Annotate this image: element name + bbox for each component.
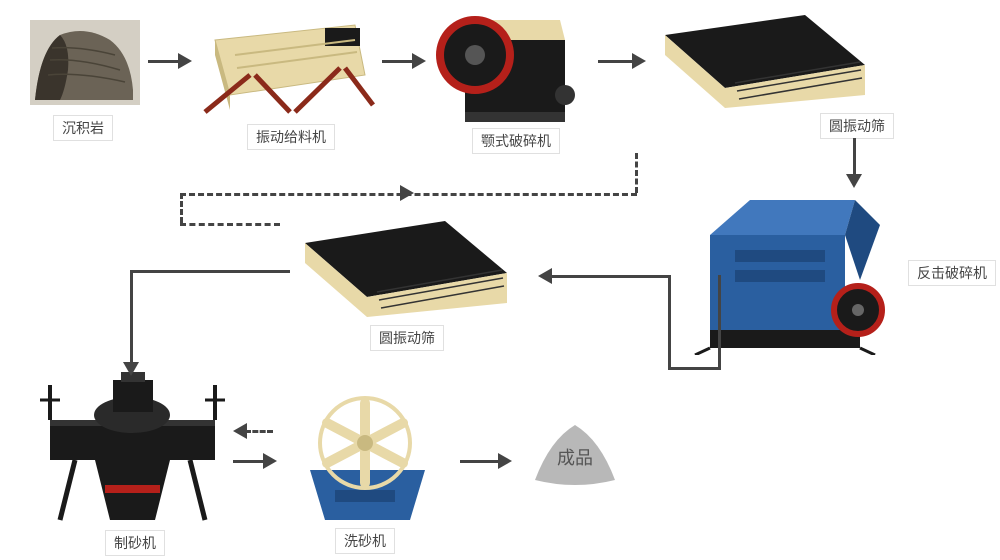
- arrow-impact-screen2-head: [538, 268, 552, 284]
- arrow-jaw-screen1-head: [632, 53, 646, 69]
- arrow-impact-screen2-bot-v: [668, 275, 671, 370]
- arrow-rock-feeder-head: [178, 53, 192, 69]
- arrow-rock-feeder: [148, 60, 180, 63]
- washer-image: [285, 395, 445, 525]
- node-product: 成品: [530, 420, 620, 490]
- arrow-sand-washer: [233, 460, 265, 463]
- arrow-screen2-sand-h: [130, 270, 290, 273]
- dash-recycle-v1: [635, 153, 638, 193]
- node-washer: [285, 395, 445, 525]
- jaw-label: 颚式破碎机: [472, 128, 560, 154]
- arrow-impact-screen2-h: [550, 275, 670, 278]
- washer-label: 洗砂机: [335, 528, 395, 554]
- arrow-washer-product-head: [498, 453, 512, 469]
- node-sandmaker: [35, 370, 230, 525]
- arrow-screen1-impact-head: [846, 174, 862, 188]
- dash-washer-sand-head: [233, 423, 247, 439]
- sandmaker-label: 制砂机: [105, 530, 165, 556]
- arrow-screen2-sand-head: [123, 362, 139, 376]
- impact-label: 反击破碎机: [908, 260, 996, 286]
- feeder-label: 振动给料机: [247, 124, 335, 150]
- dash-washer-sand: [245, 430, 273, 433]
- arrow-impact-screen2-v: [718, 275, 721, 370]
- arrow-screen1-impact: [853, 138, 856, 176]
- arrow-impact-screen2-bot: [670, 367, 721, 370]
- node-screen1: [655, 10, 875, 110]
- sandmaker-image: [35, 370, 230, 525]
- node-jaw: [430, 10, 590, 125]
- feeder-image: [195, 20, 375, 115]
- product-image: 成品: [530, 420, 620, 490]
- arrow-jaw-screen1: [598, 60, 634, 63]
- jaw-image: [430, 10, 590, 125]
- node-impact: [680, 190, 895, 355]
- node-screen2: [295, 215, 515, 320]
- impact-image: [680, 190, 895, 355]
- arrow-sand-washer-head: [263, 453, 277, 469]
- arrow-screen2-sand-v: [130, 270, 133, 365]
- arrow-feeder-jaw-head: [412, 53, 426, 69]
- rock-image: [30, 20, 140, 105]
- product-text: 成品: [557, 448, 593, 468]
- screen2-label: 圆振动筛: [370, 325, 444, 351]
- screen2-image: [295, 215, 515, 320]
- dash-recycle-v2: [180, 193, 183, 223]
- screen1-image: [655, 10, 875, 110]
- arrow-washer-product: [460, 460, 500, 463]
- dash-recycle-head: [400, 185, 414, 201]
- rock-label: 沉积岩: [53, 115, 113, 141]
- node-feeder: [195, 20, 375, 115]
- arrow-feeder-jaw: [382, 60, 414, 63]
- dash-recycle-h2: [180, 223, 280, 226]
- node-rock: [30, 20, 140, 105]
- screen1-label: 圆振动筛: [820, 113, 894, 139]
